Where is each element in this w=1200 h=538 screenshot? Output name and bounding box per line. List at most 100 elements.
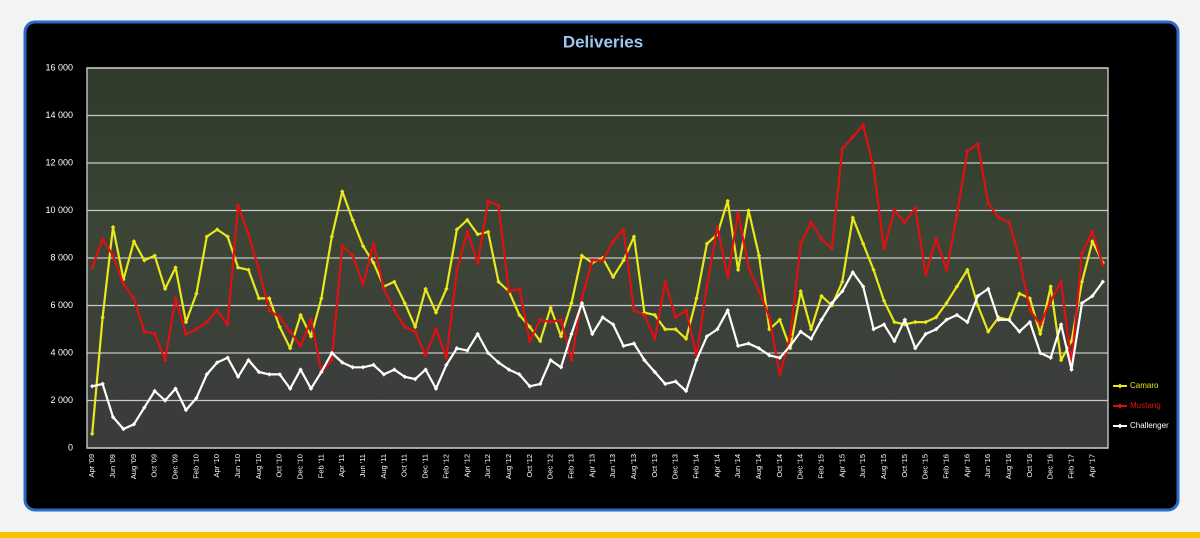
point-marker <box>683 336 689 341</box>
point-marker <box>319 296 324 301</box>
point-marker <box>256 267 262 273</box>
point-marker <box>610 239 616 244</box>
point-marker <box>819 293 824 299</box>
point-marker <box>808 220 814 225</box>
point-marker <box>850 134 855 140</box>
x-tick-label: Aug '15 <box>879 454 888 479</box>
bottom-stripe <box>0 532 1200 538</box>
point-marker <box>423 353 428 358</box>
point-marker <box>558 334 564 339</box>
point-marker <box>600 258 605 263</box>
point-marker <box>777 355 783 360</box>
point-marker <box>246 357 251 363</box>
x-tick-label: Jun '10 <box>233 454 242 478</box>
point-marker <box>850 215 855 220</box>
point-marker <box>142 329 147 334</box>
x-tick-label: Dec '16 <box>1046 454 1055 479</box>
point-marker <box>704 284 710 289</box>
point-marker <box>298 343 303 349</box>
point-marker <box>183 407 189 413</box>
point-marker <box>569 357 574 363</box>
point-marker <box>110 224 116 230</box>
point-marker <box>329 234 335 239</box>
point-marker <box>1017 291 1022 296</box>
point-marker <box>173 265 178 270</box>
point-marker <box>204 319 210 325</box>
point-marker <box>131 239 137 244</box>
point-marker <box>1090 293 1095 299</box>
x-tick-label: Apr '16 <box>962 454 971 478</box>
point-marker <box>537 338 543 344</box>
point-marker <box>465 348 470 353</box>
x-tick-label: Aug '10 <box>254 454 263 479</box>
point-marker <box>183 331 189 337</box>
point-marker <box>933 236 939 242</box>
point-marker <box>90 431 95 436</box>
point-marker <box>777 317 783 322</box>
point-marker <box>913 205 918 211</box>
point-marker <box>975 141 980 147</box>
point-marker <box>90 384 95 389</box>
point-marker <box>985 329 991 334</box>
x-tick-label: Feb '14 <box>691 454 700 479</box>
point-marker <box>194 327 199 332</box>
point-marker <box>308 317 314 322</box>
x-tick-label: Aug '13 <box>629 454 638 479</box>
point-marker <box>735 267 741 273</box>
point-marker <box>1006 317 1012 322</box>
point-marker <box>173 296 178 301</box>
point-marker <box>590 258 595 263</box>
point-marker <box>329 350 335 356</box>
point-marker <box>235 374 241 379</box>
point-marker <box>829 300 835 306</box>
point-marker <box>162 398 168 403</box>
point-marker <box>402 324 407 330</box>
point-marker <box>808 327 814 332</box>
point-marker <box>319 369 324 375</box>
point-marker <box>287 346 293 351</box>
point-marker <box>652 336 658 341</box>
point-marker <box>652 369 658 375</box>
point-marker <box>579 300 585 306</box>
point-marker <box>871 327 876 332</box>
point-marker <box>715 327 720 332</box>
point-marker <box>913 319 918 325</box>
x-tick-label: Oct '16 <box>1025 454 1034 478</box>
point-marker <box>704 241 710 246</box>
series-line <box>91 123 1104 376</box>
point-marker <box>329 357 335 363</box>
point-marker <box>600 255 605 261</box>
point-marker <box>621 258 626 263</box>
point-marker <box>277 324 282 330</box>
point-marker <box>162 286 168 292</box>
x-tick-label: Jun '15 <box>858 454 867 478</box>
y-tick-label: 6 000 <box>50 300 73 310</box>
point-marker <box>1038 322 1043 327</box>
point-marker <box>454 267 460 273</box>
y-tick-label: 14 000 <box>45 110 73 120</box>
point-marker <box>142 405 147 410</box>
point-marker <box>371 241 376 246</box>
x-tick-label: Jun '12 <box>483 454 492 478</box>
point-marker <box>360 281 366 287</box>
point-marker <box>975 293 980 299</box>
point-marker <box>1048 355 1053 360</box>
point-marker <box>277 372 282 377</box>
point-marker <box>433 310 439 315</box>
point-marker <box>256 369 262 375</box>
x-tick-label: Aug '16 <box>1004 454 1013 479</box>
point-marker <box>454 227 460 232</box>
point-marker <box>527 324 532 330</box>
point-marker <box>267 296 272 301</box>
point-marker <box>1058 279 1064 284</box>
point-marker <box>725 198 730 204</box>
point-marker <box>121 277 126 282</box>
point-marker <box>215 227 220 232</box>
y-tick-label: 10 000 <box>45 205 73 215</box>
point-marker <box>1058 357 1064 363</box>
point-marker <box>923 272 928 277</box>
point-marker <box>923 319 928 325</box>
point-marker <box>860 284 866 289</box>
point-marker <box>944 317 949 322</box>
point-marker <box>1048 298 1053 303</box>
